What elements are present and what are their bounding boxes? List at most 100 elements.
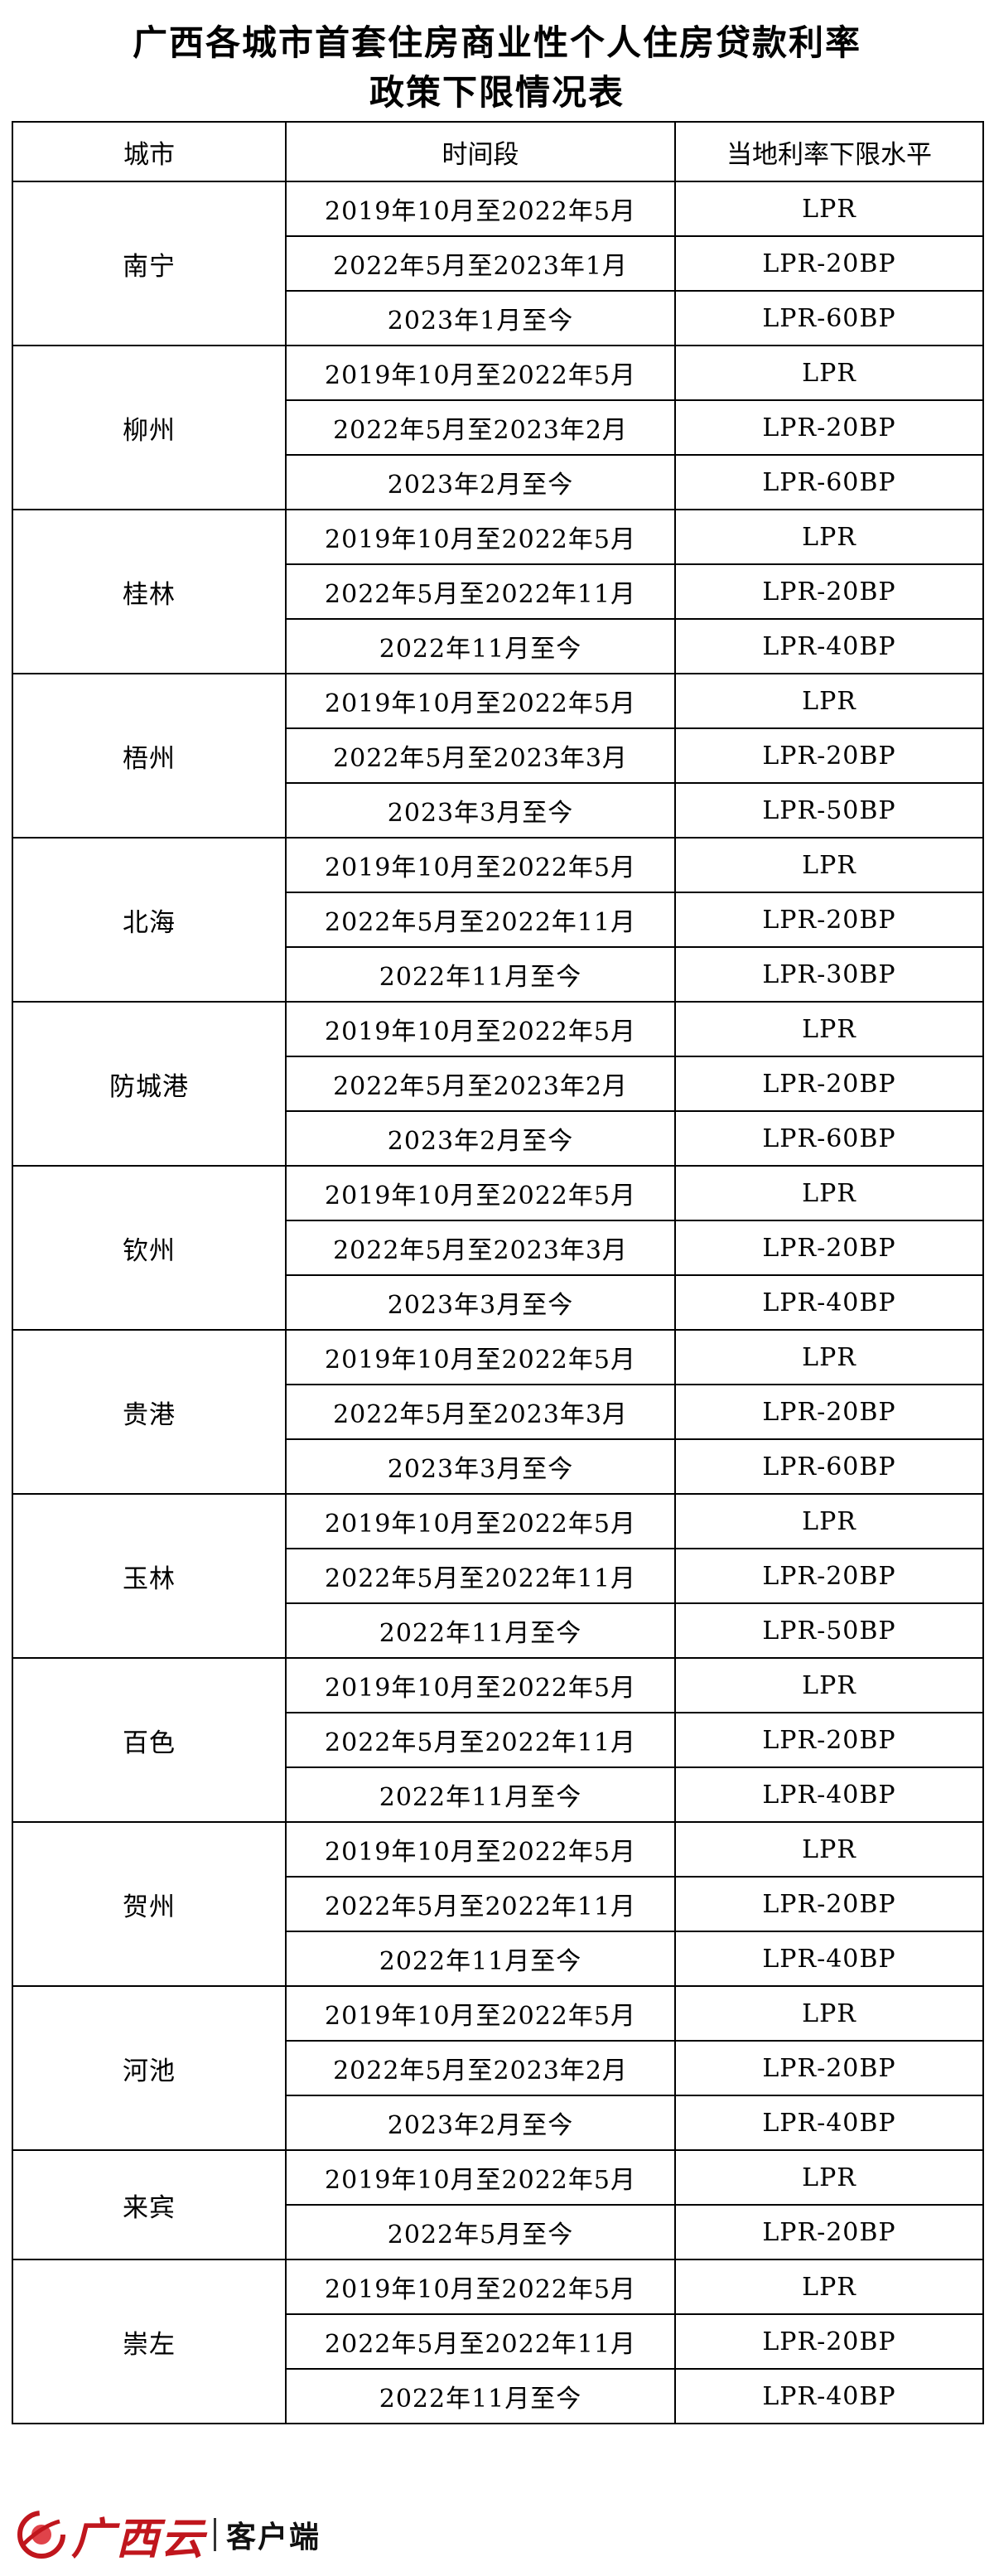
rate-table: 城市 时间段 当地利率下限水平 南宁 2019年10月至2022年5月 LPR 202… [12,121,984,2424]
rate-cell: LPR-50BP [674,1602,984,1659]
city-cell: 河池 [12,1985,287,2151]
table-row: 防城港 2019年10月至2022年5月 LPR [12,1001,984,1167]
city-cell: 玉林 [12,1493,287,1659]
rate-cell: LPR-20BP [674,727,984,784]
period-cell: 2019年10月至2022年5月 [285,1657,676,1713]
period-cell: 2019年10月至2022年5月 [285,1985,676,2042]
rate-cell: LPR-20BP [674,1712,984,1768]
period-cell: 2022年5月至2023年2月 [285,399,676,456]
table-row: 2022年5月至2022年11月 LPR-20BP [12,892,984,948]
table-row: 柳州 2019年10月至2022年5月 LPR [12,345,984,510]
period-cell: 2022年5月至2023年1月 [285,235,676,292]
rate-cell: LPR-20BP [674,563,984,620]
period-cell: 2019年10月至2022年5月 [285,509,676,565]
period-cell: 2022年5月至2023年2月 [285,2040,676,2096]
rate-cell: LPR [674,1001,984,1057]
rate-cell: LPR [674,1493,984,1549]
table-row: 贺州 2019年10月至2022年5月 LPR [12,1821,984,1987]
title-line-2: 政策下限情况表 [369,72,625,113]
period-cell: 2022年11月至今 [285,1766,676,1823]
period-cell: 2022年11月至今 [285,2368,676,2424]
rate-cell: LPR-40BP [674,618,984,674]
rate-cell: LPR [674,345,984,401]
city-cell: 钦州 [12,1165,287,1331]
table-row: 贵港 2019年10月至2022年5月 LPR [12,1329,984,1495]
table-row: 2023年2月至今 LPR-60BP [12,1110,984,1167]
table-row: 2022年11月至今 LPR-30BP [12,946,984,1003]
period-cell: 2022年11月至今 [285,1931,676,1987]
table-row: 2022年5月至2023年1月 LPR-20BP [12,235,984,292]
table-row: 百色 2019年10月至2022年5月 LPR [12,1657,984,1823]
period-cell: 2019年10月至2022年5月 [285,1329,676,1385]
page-title: 广西各城市首套住房商业性个人住房贷款利率 政策下限情况表 [12,0,982,113]
table-row: 桂林 2019年10月至2022年5月 LPR [12,509,984,674]
table-row: 2022年11月至今 LPR-40BP [12,2368,984,2424]
period-cell: 2022年5月至2023年3月 [285,727,676,784]
period-cell: 2019年10月至2022年5月 [285,181,676,237]
rate-cell: LPR-60BP [674,1110,984,1167]
table-row: 2022年5月至2023年2月 LPR-20BP [12,399,984,456]
rate-cell: LPR [674,1329,984,1385]
table-row: 玉林 2019年10月至2022年5月 LPR [12,1493,984,1659]
table-row: 2023年3月至今 LPR-50BP [12,782,984,839]
table-row: 钦州 2019年10月至2022年5月 LPR [12,1165,984,1331]
city-cell: 防城港 [12,1001,287,1167]
rate-cell: LPR [674,673,984,729]
rate-cell: LPR [674,509,984,565]
rate-cell: LPR [674,2149,984,2206]
table-row: 来宾 2019年10月至2022年5月 LPR [12,2149,984,2260]
table-row: 2022年5月至2022年11月 LPR-20BP [12,1712,984,1768]
rate-cell: LPR-40BP [674,2368,984,2424]
watermark-brand: 广西云 [71,2513,206,2564]
period-cell: 2023年1月至今 [285,290,676,346]
rate-cell: LPR-60BP [674,290,984,346]
rate-cell: LPR-20BP [674,2040,984,2096]
table-row: 2022年5月至今 LPR-20BP [12,2204,984,2260]
rate-cell: LPR-50BP [674,782,984,839]
table-row: 2023年3月至今 LPR-40BP [12,1274,984,1331]
table-row: 梧州 2019年10月至2022年5月 LPR [12,673,984,839]
table-row: 2022年5月至2022年11月 LPR-20BP [12,1548,984,1604]
header-period: 时间段 [285,121,676,182]
table-row: 2023年2月至今 LPR-60BP [12,454,984,510]
city-cell: 北海 [12,837,287,1003]
rate-cell: LPR-30BP [674,946,984,1003]
header-city: 城市 [12,121,287,182]
rate-cell: LPR-20BP [674,2204,984,2260]
city-cell: 南宁 [12,181,287,346]
period-cell: 2022年5月至2022年11月 [285,1876,676,1932]
period-cell: 2019年10月至2022年5月 [285,2259,676,2315]
watermark-tag: 客户端 [226,2520,321,2554]
rate-cell: LPR-40BP [674,1274,984,1331]
table-row: 崇左 2019年10月至2022年5月 LPR [12,2259,984,2424]
rate-cell: LPR-20BP [674,1384,984,1440]
city-cell: 桂林 [12,509,287,674]
period-cell: 2022年5月至2022年11月 [285,1712,676,1768]
period-cell: 2023年2月至今 [285,2095,676,2151]
period-cell: 2022年11月至今 [285,618,676,674]
rate-cell: LPR-60BP [674,454,984,510]
table-row: 2022年5月至2023年2月 LPR-20BP [12,2040,984,2096]
rate-cell: LPR-40BP [674,1931,984,1987]
rate-cell: LPR-20BP [674,1876,984,1932]
rate-cell: LPR [674,1657,984,1713]
guangxiyun-logo-icon [17,2510,66,2559]
rate-cell: LPR-20BP [674,235,984,292]
header-rate: 当地利率下限水平 [674,121,984,182]
table-row: 2023年2月至今 LPR-40BP [12,2095,984,2151]
city-cell: 来宾 [12,2149,287,2260]
period-cell: 2022年5月至2023年3月 [285,1384,676,1440]
table-row: 2023年3月至今 LPR-60BP [12,1438,984,1495]
watermark-logo: 广西云 客户端 [17,2500,364,2569]
city-cell: 梧州 [12,673,287,839]
city-cell: 贺州 [12,1821,287,1987]
period-cell: 2022年5月至2022年11月 [285,892,676,948]
period-cell: 2022年11月至今 [285,1602,676,1659]
table-row: 2022年11月至今 LPR-50BP [12,1602,984,1659]
table-body: 南宁 2019年10月至2022年5月 LPR 2022年5月至2023年1月 LPR-… [12,181,984,2424]
table-row: 2022年5月至2022年11月 LPR-20BP [12,563,984,620]
rate-cell: LPR [674,2259,984,2315]
table-row: 2022年5月至2023年3月 LPR-20BP [12,727,984,784]
watermark-divider [214,2518,217,2551]
table-header-row: 城市 时间段 当地利率下限水平 [12,121,984,182]
